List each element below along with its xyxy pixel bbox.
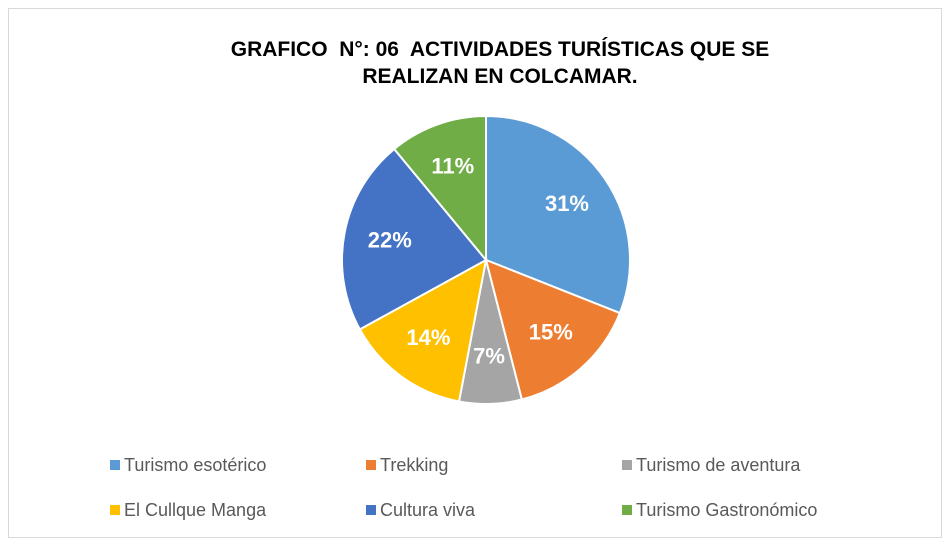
pie-slice	[485, 114, 631, 315]
legend-label: Turismo Gastronómico	[636, 500, 817, 520]
pie-slice	[392, 114, 487, 263]
data-label: 11%	[431, 154, 474, 179]
data-label: 14%	[406, 325, 450, 350]
legend-swatch	[110, 460, 120, 470]
data-label: 15%	[529, 319, 573, 344]
pie-slice	[341, 147, 488, 331]
legend-swatch	[622, 460, 632, 470]
chart-title: GRAFICO N°: 06 ACTIVIDADES TURÍSTICAS QU…	[230, 38, 776, 88]
pie-slice	[484, 258, 622, 401]
legend-swatch	[110, 505, 120, 515]
data-label: 22%	[368, 227, 412, 252]
pie-slice	[358, 258, 488, 403]
legend-swatch	[366, 460, 376, 470]
legend-label: El Cullque Manga	[124, 500, 267, 520]
data-label: 7%	[473, 344, 505, 369]
legend-swatch	[622, 505, 632, 515]
legend-label: Turismo de aventura	[636, 455, 801, 475]
data-label: 31%	[545, 191, 589, 216]
legend-swatch	[366, 505, 376, 515]
legend-label: Turismo esotérico	[124, 455, 266, 475]
legend-label: Trekking	[380, 455, 448, 475]
chart-frame	[8, 8, 942, 538]
legend-label: Cultura viva	[380, 500, 476, 520]
